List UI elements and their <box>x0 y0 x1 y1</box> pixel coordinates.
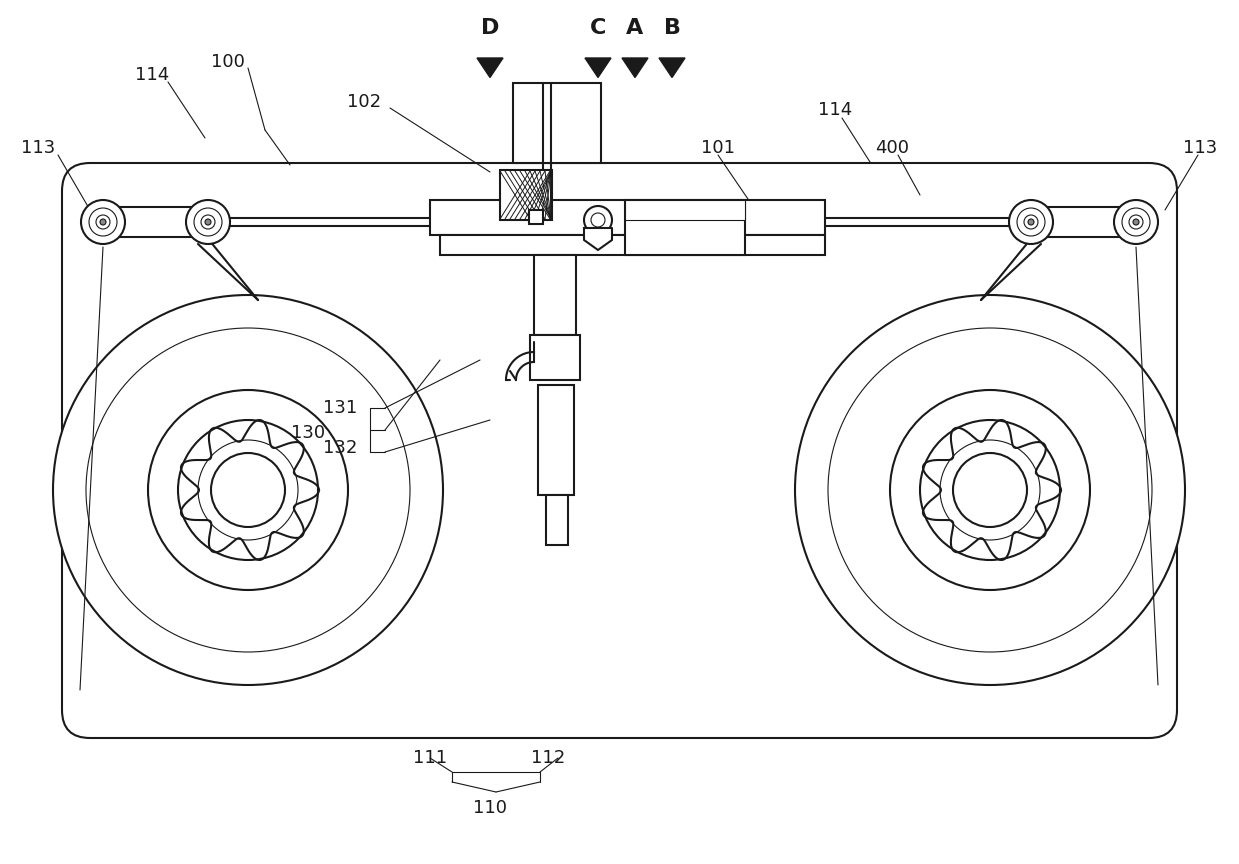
Text: 400: 400 <box>875 139 909 157</box>
Polygon shape <box>584 228 612 250</box>
Text: 113: 113 <box>21 139 55 157</box>
Bar <box>624 200 745 255</box>
Bar <box>624 200 745 220</box>
FancyBboxPatch shape <box>62 163 1177 738</box>
Circle shape <box>921 420 1061 560</box>
Text: 132: 132 <box>323 439 357 457</box>
Circle shape <box>1129 215 1144 229</box>
Circle shape <box>1123 208 1150 236</box>
Circle shape <box>53 295 444 685</box>
Text: 130: 130 <box>291 424 325 442</box>
Bar <box>501 170 553 220</box>
Circle shape <box>198 440 299 540</box>
Circle shape <box>940 440 1040 540</box>
Text: 131: 131 <box>323 399 357 417</box>
Circle shape <box>89 208 116 236</box>
Polygon shape <box>622 58 648 78</box>
Text: B: B <box>664 18 680 38</box>
Circle shape <box>147 390 348 590</box>
Polygon shape <box>477 58 503 78</box>
Text: D: D <box>481 18 499 38</box>
Bar <box>546 495 567 545</box>
Circle shape <box>1114 200 1158 244</box>
Circle shape <box>795 295 1184 685</box>
Polygon shape <box>659 58 685 78</box>
Circle shape <box>1017 208 1044 236</box>
Circle shape <box>81 200 125 244</box>
Circle shape <box>1132 219 1139 225</box>
Circle shape <box>828 328 1152 652</box>
Circle shape <box>1023 215 1038 229</box>
Circle shape <box>890 390 1090 590</box>
Circle shape <box>100 219 107 225</box>
Text: 112: 112 <box>530 749 565 767</box>
Text: A: A <box>627 18 643 38</box>
Circle shape <box>201 215 216 229</box>
Bar <box>430 200 825 235</box>
FancyBboxPatch shape <box>1016 207 1151 237</box>
Text: 111: 111 <box>413 749 447 767</box>
Text: 100: 100 <box>211 53 245 71</box>
Bar <box>534 255 576 335</box>
Text: 114: 114 <box>135 66 170 84</box>
Text: 114: 114 <box>818 101 852 119</box>
Bar <box>529 210 543 224</box>
Text: C: C <box>590 18 606 38</box>
Bar <box>513 83 601 163</box>
Circle shape <box>584 206 612 234</box>
Circle shape <box>186 200 230 244</box>
Circle shape <box>95 215 110 229</box>
Text: 113: 113 <box>1183 139 1217 157</box>
Bar <box>530 335 580 380</box>
Circle shape <box>1009 200 1053 244</box>
FancyBboxPatch shape <box>88 207 223 237</box>
Circle shape <box>204 219 211 225</box>
Circle shape <box>1028 219 1035 225</box>
Text: 110: 110 <box>473 799 507 817</box>
Bar <box>440 235 825 255</box>
Circle shape <box>178 420 318 560</box>
Bar <box>538 385 574 495</box>
Circle shape <box>195 208 222 236</box>
Circle shape <box>591 213 605 227</box>
Polygon shape <box>585 58 611 78</box>
Circle shape <box>211 453 285 527</box>
Text: 102: 102 <box>347 93 382 111</box>
Text: 101: 101 <box>701 139 735 157</box>
Circle shape <box>953 453 1027 527</box>
Circle shape <box>85 328 410 652</box>
